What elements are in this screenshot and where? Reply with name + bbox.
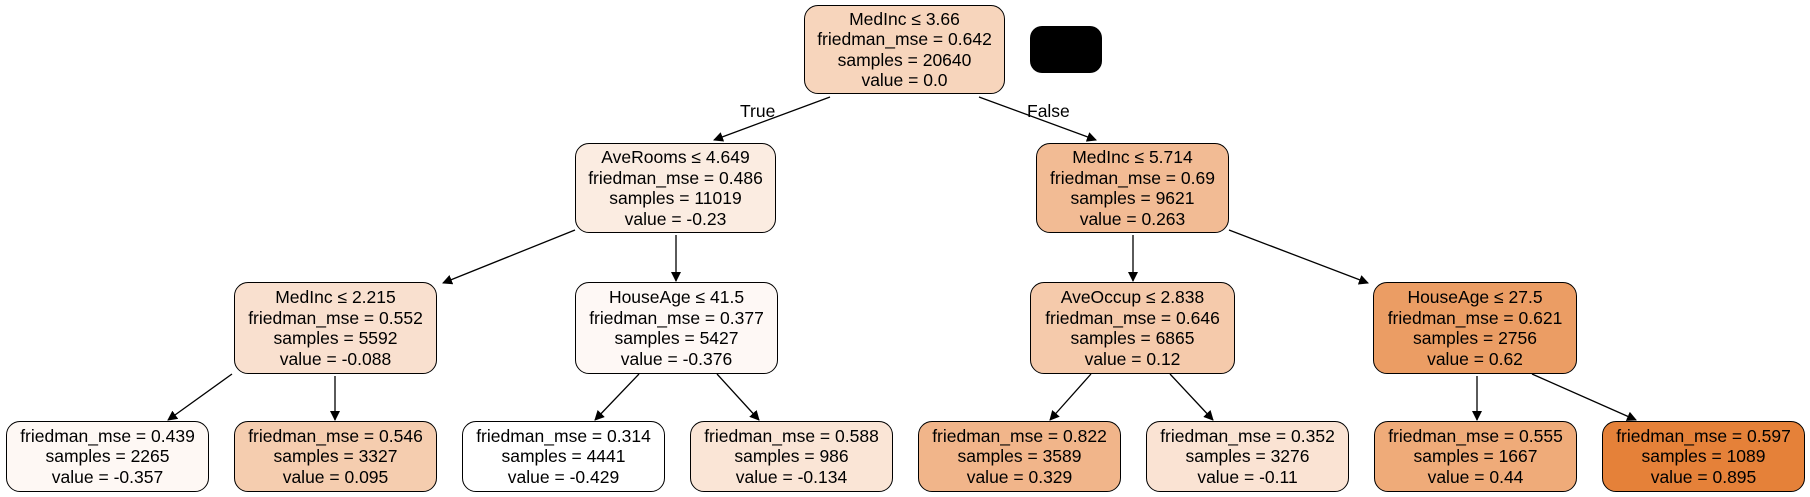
tree-edges xyxy=(167,96,1637,421)
node-line: samples = 2265 xyxy=(45,446,170,467)
node-line: AveOccup ≤ 2.838 xyxy=(1060,287,1205,307)
node-line: MedInc ≤ 5.714 xyxy=(1072,147,1193,167)
node-line: value = 0.895 xyxy=(1650,466,1757,487)
node-line: samples = 5592 xyxy=(273,328,398,348)
node-line: friedman_mse = 0.439 xyxy=(20,425,195,446)
tree-node-lrl: friedman_mse = 0.314 samples = 4441 valu… xyxy=(462,421,665,492)
node-line: value = 0.095 xyxy=(282,466,389,487)
tree-edge xyxy=(167,373,233,421)
node-line: samples = 1089 xyxy=(1641,446,1766,467)
node-line: samples = 3327 xyxy=(273,446,398,467)
node-line: friedman_mse = 0.555 xyxy=(1388,425,1563,446)
node-line: value = 0.62 xyxy=(1427,348,1523,369)
tree-node-root: MedInc ≤ 3.66 friedman_mse = 0.642 sampl… xyxy=(804,5,1005,94)
tree-edge xyxy=(1169,373,1214,421)
node-line: friedman_mse = 0.377 xyxy=(589,307,764,328)
node-line: friedman_mse = 0.352 xyxy=(1160,425,1335,446)
node-line: friedman_mse = 0.642 xyxy=(817,29,992,49)
node-line: AveRooms ≤ 4.649 xyxy=(601,147,750,167)
node-line: value = 0.263 xyxy=(1079,208,1186,229)
node-line: samples = 3276 xyxy=(1185,446,1310,467)
node-line: value = -0.357 xyxy=(51,466,164,487)
node-line: friedman_mse = 0.486 xyxy=(588,167,763,188)
node-line: value = 0.44 xyxy=(1427,466,1524,487)
node-line: samples = 1667 xyxy=(1413,446,1538,467)
node-line: samples = 6865 xyxy=(1070,328,1195,348)
node-line: value = -0.376 xyxy=(620,348,733,369)
node-line: friedman_mse = 0.621 xyxy=(1387,307,1563,328)
tree-node-rrl: friedman_mse = 0.555 samples = 1667 valu… xyxy=(1374,421,1577,492)
node-line: HouseAge ≤ 41.5 xyxy=(608,287,745,307)
node-line: samples = 986 xyxy=(734,446,849,467)
tree-node-lll: friedman_mse = 0.439 samples = 2265 valu… xyxy=(6,421,209,492)
node-line: value = 0.0 xyxy=(861,70,948,90)
node-line: samples = 4441 xyxy=(501,446,626,467)
tree-node-ll: MedInc ≤ 2.215 friedman_mse = 0.552 samp… xyxy=(234,282,437,374)
tree-edge xyxy=(713,96,831,142)
node-line: value = -0.11 xyxy=(1197,466,1298,487)
node-line: value = 0.329 xyxy=(966,466,1073,487)
tree-node-llr: friedman_mse = 0.546 samples = 3327 valu… xyxy=(234,421,437,492)
tree-edge xyxy=(1228,229,1369,285)
tree-node-l: AveRooms ≤ 4.649 friedman_mse = 0.486 sa… xyxy=(575,143,776,233)
node-line: MedInc ≤ 2.215 xyxy=(275,287,396,307)
tree-node-rrr: friedman_mse = 0.597 samples = 1089 valu… xyxy=(1602,421,1805,492)
node-line: samples = 9621 xyxy=(1070,188,1195,208)
tree-edge xyxy=(978,96,1097,142)
tree-node-lrr: friedman_mse = 0.588 samples = 986 value… xyxy=(690,421,893,492)
redaction-box xyxy=(1030,26,1102,73)
node-line: samples = 5427 xyxy=(614,328,739,348)
tree-edge xyxy=(594,373,640,421)
node-line: value = -0.088 xyxy=(279,348,392,369)
tree-edge xyxy=(442,229,576,285)
tree-node-rll: friedman_mse = 0.822 samples = 3589 valu… xyxy=(918,421,1121,492)
tree-node-rlr: friedman_mse = 0.352 samples = 3276 valu… xyxy=(1146,421,1349,492)
node-line: value = -0.429 xyxy=(507,466,620,487)
node-line: friedman_mse = 0.646 xyxy=(1045,307,1220,328)
node-line: friedman_mse = 0.597 xyxy=(1616,425,1791,446)
tree-node-lr: HouseAge ≤ 41.5 friedman_mse = 0.377 sam… xyxy=(575,282,778,374)
node-line: friedman_mse = 0.69 xyxy=(1050,167,1215,188)
node-line: HouseAge ≤ 27.5 xyxy=(1407,287,1543,307)
tree-edge xyxy=(716,373,760,421)
tree-edge xyxy=(1531,373,1637,421)
node-line: friedman_mse = 0.588 xyxy=(704,425,879,446)
node-line: friedman_mse = 0.314 xyxy=(476,425,651,446)
tree-node-r: MedInc ≤ 5.714 friedman_mse = 0.69 sampl… xyxy=(1036,143,1229,233)
node-line: value = 0.12 xyxy=(1084,348,1181,369)
node-line: MedInc ≤ 3.66 xyxy=(849,8,960,29)
edge-label-true: True xyxy=(740,101,776,121)
node-line: samples = 11019 xyxy=(609,188,742,208)
node-line: friedman_mse = 0.546 xyxy=(248,425,423,446)
node-line: samples = 2756 xyxy=(1412,328,1538,348)
tree-edge xyxy=(1049,373,1092,421)
node-line: value = -0.23 xyxy=(624,208,727,229)
tree-node-rr: HouseAge ≤ 27.5 friedman_mse = 0.621 sam… xyxy=(1373,282,1577,374)
node-line: samples = 20640 xyxy=(837,49,972,70)
node-line: value = -0.134 xyxy=(735,466,848,487)
tree-node-rl: AveOccup ≤ 2.838 friedman_mse = 0.646 sa… xyxy=(1030,282,1235,374)
edge-label-false: False xyxy=(1027,101,1070,121)
node-line: friedman_mse = 0.552 xyxy=(248,307,423,328)
node-line: friedman_mse = 0.822 xyxy=(932,425,1107,446)
node-line: samples = 3589 xyxy=(957,446,1082,467)
